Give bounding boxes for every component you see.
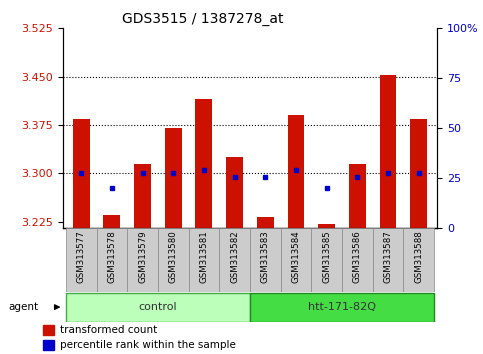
Bar [43, 325, 54, 335]
Bar [410, 119, 427, 228]
Text: GDS3515 / 1387278_at: GDS3515 / 1387278_at [122, 12, 284, 27]
Bar [196, 99, 213, 228]
Bar [257, 217, 274, 228]
Text: GSM313585: GSM313585 [322, 230, 331, 283]
Bar [250, 228, 281, 292]
Text: GSM313583: GSM313583 [261, 230, 270, 283]
Bar [188, 228, 219, 292]
Text: GSM313586: GSM313586 [353, 230, 362, 283]
Bar [250, 293, 434, 321]
Bar [127, 228, 158, 292]
Text: GSM313579: GSM313579 [138, 230, 147, 283]
Bar [373, 228, 403, 292]
Bar [219, 228, 250, 292]
Text: GSM313582: GSM313582 [230, 230, 239, 283]
Bar [66, 228, 97, 292]
Bar [43, 340, 54, 350]
Bar [226, 158, 243, 228]
Text: GSM313584: GSM313584 [291, 230, 300, 283]
Bar [318, 224, 335, 228]
Bar [349, 164, 366, 228]
Text: control: control [139, 302, 177, 312]
Text: GSM313580: GSM313580 [169, 230, 178, 283]
Bar [66, 293, 250, 321]
Text: GSM313587: GSM313587 [384, 230, 393, 283]
Text: agent: agent [9, 302, 39, 312]
Bar [312, 228, 342, 292]
Text: GSM313578: GSM313578 [107, 230, 116, 283]
Text: htt-171-82Q: htt-171-82Q [308, 302, 376, 312]
Text: GSM313577: GSM313577 [77, 230, 85, 283]
Bar [134, 164, 151, 228]
Bar [165, 129, 182, 228]
Bar [103, 216, 120, 228]
Text: GSM313588: GSM313588 [414, 230, 423, 283]
Text: transformed count: transformed count [60, 325, 157, 335]
Bar [380, 75, 397, 228]
Text: GSM313581: GSM313581 [199, 230, 209, 283]
Bar [73, 119, 90, 228]
Bar [342, 228, 373, 292]
Text: percentile rank within the sample: percentile rank within the sample [60, 340, 236, 350]
Bar [158, 228, 188, 292]
Bar [287, 115, 304, 228]
Bar [97, 228, 127, 292]
Bar [281, 228, 312, 292]
Bar [403, 228, 434, 292]
